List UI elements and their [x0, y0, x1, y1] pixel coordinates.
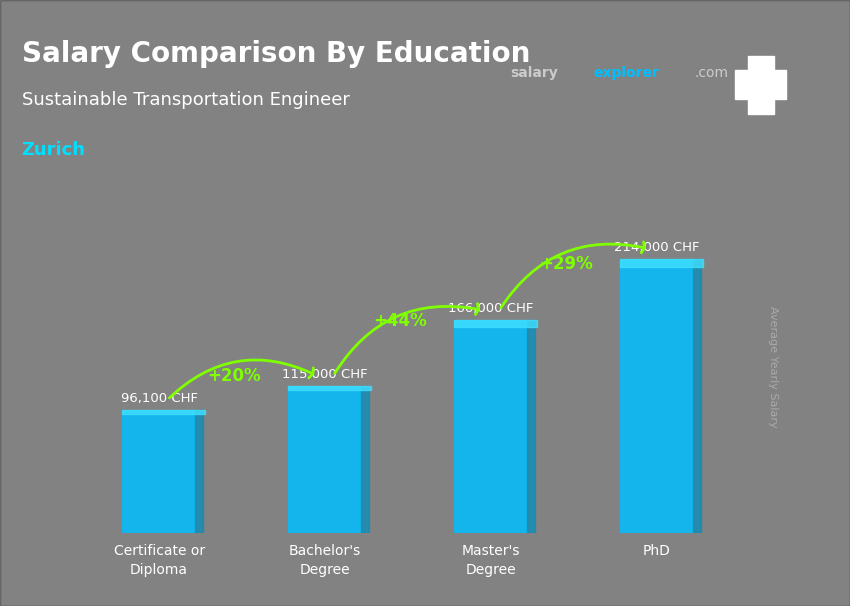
- FancyBboxPatch shape: [454, 321, 536, 327]
- Bar: [454, 321, 529, 533]
- Text: +20%: +20%: [207, 367, 261, 385]
- FancyBboxPatch shape: [122, 410, 205, 414]
- Text: 96,100 CHF: 96,100 CHF: [121, 392, 197, 405]
- Text: 115,000 CHF: 115,000 CHF: [282, 368, 368, 381]
- Text: Salary Comparison By Education: Salary Comparison By Education: [22, 41, 530, 68]
- Text: explorer: explorer: [593, 65, 659, 80]
- FancyBboxPatch shape: [360, 386, 369, 533]
- Bar: [748, 56, 774, 114]
- FancyBboxPatch shape: [620, 259, 703, 267]
- Text: .com: .com: [694, 65, 728, 80]
- FancyBboxPatch shape: [527, 321, 535, 533]
- Text: salary: salary: [510, 65, 558, 80]
- Text: Zurich: Zurich: [22, 141, 86, 159]
- FancyBboxPatch shape: [693, 259, 701, 533]
- Text: Sustainable Transportation Engineer: Sustainable Transportation Engineer: [22, 91, 349, 109]
- FancyBboxPatch shape: [287, 386, 371, 390]
- Text: 166,000 CHF: 166,000 CHF: [448, 302, 534, 315]
- Bar: [122, 410, 196, 533]
- Text: +44%: +44%: [373, 312, 427, 330]
- Text: +29%: +29%: [539, 255, 592, 273]
- Bar: [735, 70, 786, 99]
- Bar: [620, 259, 694, 533]
- FancyBboxPatch shape: [195, 410, 203, 533]
- Text: 214,000 CHF: 214,000 CHF: [615, 241, 700, 254]
- Bar: [287, 386, 362, 533]
- Text: Average Yearly Salary: Average Yearly Salary: [768, 306, 779, 427]
